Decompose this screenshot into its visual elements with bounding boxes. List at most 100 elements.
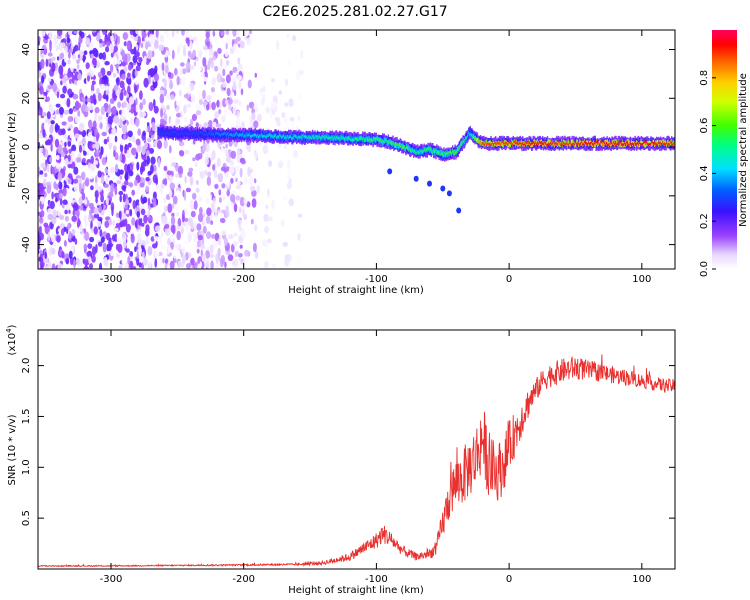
heatmap-cell bbox=[427, 147, 429, 150]
heatmap-cell bbox=[651, 140, 654, 144]
heatmap-cell bbox=[115, 212, 120, 219]
heatmap-cell bbox=[190, 210, 196, 218]
heatmap-cell bbox=[68, 30, 73, 36]
heatmap-cell bbox=[224, 131, 226, 135]
heatmap-cell bbox=[448, 151, 450, 155]
heatmap-cell bbox=[96, 87, 100, 95]
heatmap-cell bbox=[135, 138, 141, 146]
heatmap-cell bbox=[197, 66, 202, 72]
heatmap-cell bbox=[267, 238, 272, 244]
heatmap-cell bbox=[168, 247, 172, 254]
heatmap-cell bbox=[157, 130, 159, 134]
heatmap-cell bbox=[68, 209, 71, 214]
heatmap-cell bbox=[119, 137, 126, 146]
heatmap-cell bbox=[217, 172, 223, 183]
heatmap-cell bbox=[125, 248, 130, 253]
heatmap-cell bbox=[117, 243, 123, 253]
heatmap-cell bbox=[262, 144, 269, 155]
heatmap-cell bbox=[488, 143, 491, 146]
heatmap-cell bbox=[91, 227, 94, 234]
heatmap-cell bbox=[203, 132, 205, 138]
heatmap-cell bbox=[48, 31, 53, 40]
heatmap-cell bbox=[127, 78, 132, 86]
heatmap-cell bbox=[173, 67, 178, 76]
heatmap-cell bbox=[51, 166, 56, 177]
heatmap-cell bbox=[205, 259, 210, 269]
heatmap-cell bbox=[517, 142, 519, 146]
heatmap-cell bbox=[576, 142, 578, 146]
heatmap-cell bbox=[246, 134, 248, 138]
heatmap-cell bbox=[395, 143, 397, 149]
heatmap-cell bbox=[140, 232, 146, 241]
heatmap-cell bbox=[249, 133, 251, 139]
heatmap-cell bbox=[528, 141, 530, 145]
heatmap-cell bbox=[456, 207, 462, 214]
heatmap-cell bbox=[102, 30, 107, 35]
heatmap-cell bbox=[162, 127, 164, 136]
heatmap-cell bbox=[74, 100, 80, 111]
heatmap-cell bbox=[50, 142, 53, 152]
heatmap-cell bbox=[54, 41, 59, 48]
heatmap-cell bbox=[550, 140, 552, 149]
heatmap-cell bbox=[230, 243, 235, 253]
heatmap-cell bbox=[194, 162, 198, 168]
heatmap-cell bbox=[463, 137, 465, 143]
heatmap-cell bbox=[158, 264, 163, 269]
heatmap-cell bbox=[40, 210, 45, 218]
heatmap-cell bbox=[232, 30, 237, 37]
heatmap-cell bbox=[236, 132, 238, 138]
heatmap-cell bbox=[301, 133, 303, 139]
heatmap-cell bbox=[222, 195, 226, 201]
heatmap-cell bbox=[84, 231, 90, 241]
heatmap-cell bbox=[61, 128, 66, 136]
heatmap-cell bbox=[199, 207, 203, 215]
heatmap-cell bbox=[92, 57, 97, 66]
heatmap-cell bbox=[554, 142, 556, 146]
heatmap-cell bbox=[457, 148, 459, 152]
heatmap-cell bbox=[41, 30, 46, 37]
heatmap-cell bbox=[79, 204, 84, 211]
heatmap-cell bbox=[62, 204, 65, 209]
heatmap-cell bbox=[212, 164, 216, 171]
heatmap-cell bbox=[251, 134, 253, 138]
heatmap-cell bbox=[289, 116, 295, 122]
heatmap-cell bbox=[77, 72, 82, 81]
heatmap-cell bbox=[577, 139, 579, 145]
heatmap-cell bbox=[187, 171, 193, 177]
heatmap-cell bbox=[271, 134, 273, 138]
colorbar-tick-label: 0.0 bbox=[699, 261, 710, 277]
heatmap-cell bbox=[597, 140, 600, 146]
heatmap-cell bbox=[636, 140, 638, 146]
heatmap-cell bbox=[138, 262, 142, 268]
heatmap-cell bbox=[479, 140, 482, 143]
heatmap-cell bbox=[181, 131, 183, 134]
heatmap-cell bbox=[199, 261, 202, 268]
heatmap-cell bbox=[68, 230, 72, 240]
heatmap-cell bbox=[585, 141, 588, 145]
heatmap-cell bbox=[596, 140, 598, 144]
heatmap-cell bbox=[45, 265, 50, 269]
heatmap-cell bbox=[253, 224, 258, 232]
heatmap-cell bbox=[645, 142, 647, 146]
heatmap-cell bbox=[181, 30, 185, 36]
heatmap-cell bbox=[206, 40, 211, 48]
heatmap-cell bbox=[225, 132, 227, 136]
heatmap-cell bbox=[53, 242, 57, 248]
heatmap-cell bbox=[395, 142, 397, 145]
heatmap-cell bbox=[386, 139, 388, 143]
heatmap-cell bbox=[103, 258, 109, 267]
heatmap-cell bbox=[169, 131, 171, 134]
heatmap-cell bbox=[135, 65, 141, 72]
heatmap-cell bbox=[76, 59, 80, 64]
heatmap-cell bbox=[672, 143, 674, 146]
heatmap-cell bbox=[57, 263, 63, 269]
heatmap-cell bbox=[225, 172, 229, 178]
heatmap-cell bbox=[127, 85, 131, 95]
heatmap-cell bbox=[258, 200, 264, 206]
heatmap-cell bbox=[388, 141, 390, 144]
heatmap-cell bbox=[56, 91, 60, 99]
heatmap-cell bbox=[475, 138, 478, 142]
heatmap-cell bbox=[547, 139, 549, 145]
heatmap-cell bbox=[91, 215, 95, 222]
heatmap-cell bbox=[82, 54, 86, 63]
